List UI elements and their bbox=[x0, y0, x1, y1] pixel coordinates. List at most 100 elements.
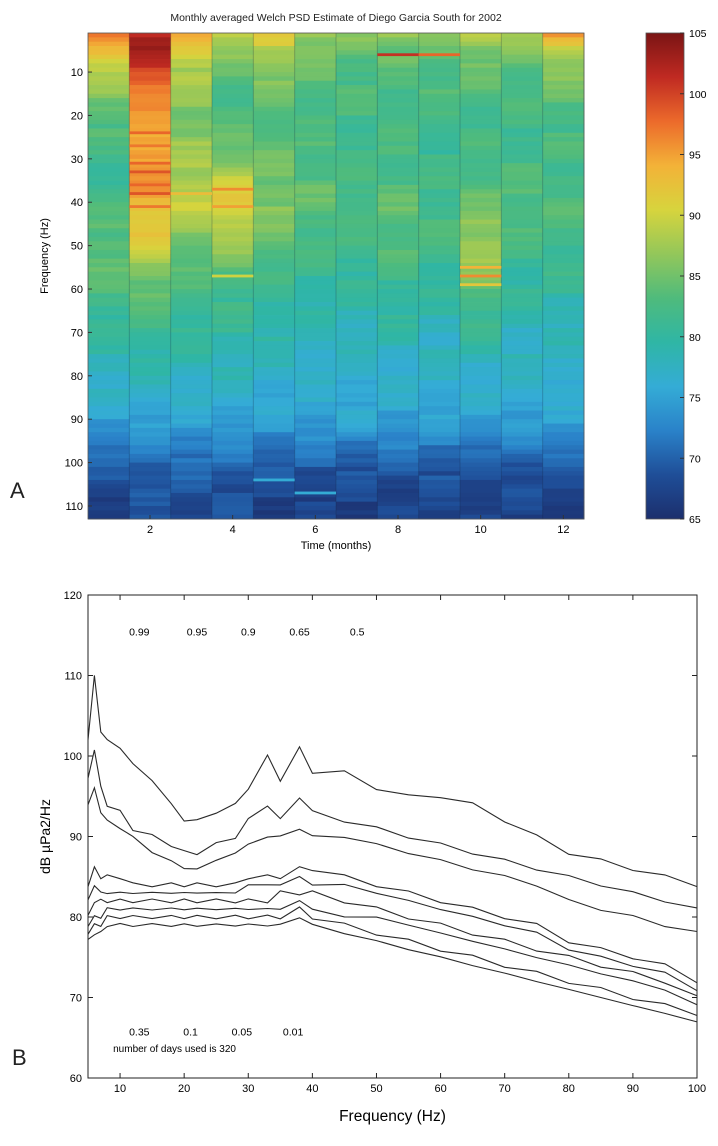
heatmap-cell bbox=[418, 132, 461, 138]
heatmap-cell bbox=[501, 46, 544, 51]
heatmap-cell bbox=[212, 119, 254, 125]
heatmap-cell bbox=[88, 514, 130, 520]
heatmap-cell bbox=[542, 245, 585, 251]
heatmap-cell bbox=[542, 193, 585, 199]
heatmap-cell bbox=[170, 241, 213, 247]
heatmap-cell bbox=[212, 141, 254, 147]
heatmap-cell bbox=[460, 128, 502, 134]
heatmap-cell bbox=[129, 332, 172, 338]
heatmap-cell bbox=[129, 171, 172, 177]
heatmap-cell bbox=[129, 202, 172, 207]
heatmap-cell bbox=[501, 358, 544, 364]
heatmap-cell bbox=[294, 306, 337, 312]
heatmap-cell bbox=[501, 98, 544, 103]
heatmap-cell bbox=[170, 380, 213, 385]
heatmap-cell bbox=[460, 358, 502, 364]
heatmap-cell bbox=[460, 80, 502, 86]
heatmap-cell bbox=[418, 453, 461, 459]
heatmap-cell bbox=[336, 497, 378, 503]
heatmap-cell bbox=[129, 72, 172, 77]
heatmap-cell bbox=[88, 46, 130, 51]
heatmap-cell bbox=[88, 466, 130, 472]
heatmap-cell bbox=[253, 98, 296, 103]
heatmap-cell bbox=[294, 89, 337, 95]
heatmap-cell bbox=[542, 432, 585, 437]
heatmap-cell bbox=[170, 328, 213, 333]
heatmap-cell bbox=[170, 354, 213, 359]
heatmap-cell bbox=[542, 323, 585, 329]
heatmap-cell bbox=[418, 423, 461, 429]
heatmap-cell bbox=[501, 501, 544, 507]
heatmap-cell bbox=[542, 284, 585, 290]
heatmap-cell bbox=[336, 293, 378, 299]
heatmap-cell bbox=[460, 145, 502, 151]
heatmap-cell bbox=[253, 180, 296, 186]
heatmap-cell bbox=[294, 37, 337, 43]
heatmap-cell bbox=[253, 384, 296, 390]
heatmap-cell bbox=[460, 371, 502, 377]
heatmap-cell bbox=[253, 236, 296, 242]
heatmap-cell bbox=[253, 124, 296, 129]
heatmap-cell bbox=[129, 128, 172, 134]
heatmap-cell bbox=[460, 492, 502, 498]
heatmap-cell bbox=[542, 167, 585, 173]
heatmap-cell bbox=[501, 241, 544, 247]
heatmap-cell bbox=[460, 319, 502, 325]
heatmap-cell bbox=[253, 501, 296, 507]
heatmap-cell bbox=[336, 124, 378, 129]
heatmap-cell bbox=[501, 497, 544, 503]
heatmap-cell bbox=[170, 59, 213, 64]
heatmap-cell bbox=[377, 436, 420, 442]
heatmap-cell bbox=[88, 276, 130, 281]
heatmap-cell bbox=[88, 349, 130, 355]
heatmap-cell bbox=[418, 59, 461, 64]
heatmap-cell bbox=[501, 306, 544, 312]
heatmap-cell bbox=[294, 267, 337, 273]
heatmap-cell bbox=[253, 423, 296, 429]
y-tick-label: 110 bbox=[65, 501, 83, 513]
heatmap-cell bbox=[501, 76, 544, 82]
x-tick-label: 30 bbox=[242, 1083, 254, 1095]
heatmap-cell bbox=[336, 46, 378, 51]
heatmap-cell bbox=[336, 137, 378, 142]
heatmap-cell bbox=[542, 163, 585, 168]
heatmap-cell bbox=[88, 197, 130, 203]
heatmap-cell bbox=[212, 306, 254, 312]
heatmap-cell bbox=[542, 380, 585, 385]
heatmap-cell bbox=[212, 106, 254, 112]
heatmap-cell bbox=[170, 171, 213, 177]
heatmap-cell bbox=[542, 393, 585, 398]
heatmap-cell bbox=[88, 492, 130, 498]
heatmap-cell bbox=[212, 289, 254, 294]
heatmap-cell bbox=[377, 124, 420, 129]
heatmap-cell bbox=[294, 505, 337, 511]
heatmap-cell bbox=[336, 328, 378, 333]
heatmap-cell bbox=[460, 46, 502, 51]
heatmap-cell bbox=[460, 427, 502, 433]
heatmap-cell bbox=[212, 137, 254, 142]
heatmap-cell bbox=[336, 492, 378, 498]
heatmap-cell bbox=[460, 258, 502, 264]
heatmap-cell bbox=[501, 505, 544, 511]
heatmap-cell bbox=[377, 475, 420, 481]
heatmap-cell bbox=[170, 358, 213, 364]
heatmap-cell bbox=[88, 345, 130, 351]
y-tick-label: 20 bbox=[71, 110, 83, 122]
heatmap-cell bbox=[212, 111, 254, 116]
x-tick-label: 10 bbox=[475, 524, 487, 536]
heatmap-cell bbox=[336, 427, 378, 433]
heatmap-cell bbox=[377, 106, 420, 112]
heatmap-cell bbox=[170, 475, 213, 481]
heatmap-cell bbox=[418, 354, 461, 359]
heatmap-cell bbox=[129, 184, 172, 190]
heatmap-cell bbox=[253, 427, 296, 433]
heatmap-cell bbox=[294, 241, 337, 247]
heatmap-cell bbox=[294, 254, 337, 260]
heatmap-cell bbox=[170, 297, 213, 303]
heatmap-cell bbox=[212, 445, 254, 450]
heatmap-cell bbox=[212, 245, 254, 251]
heatmap-cell bbox=[212, 271, 254, 277]
heatmap-cell bbox=[460, 453, 502, 459]
heatmap-cell bbox=[253, 37, 296, 43]
heatmap-cell bbox=[294, 362, 337, 368]
